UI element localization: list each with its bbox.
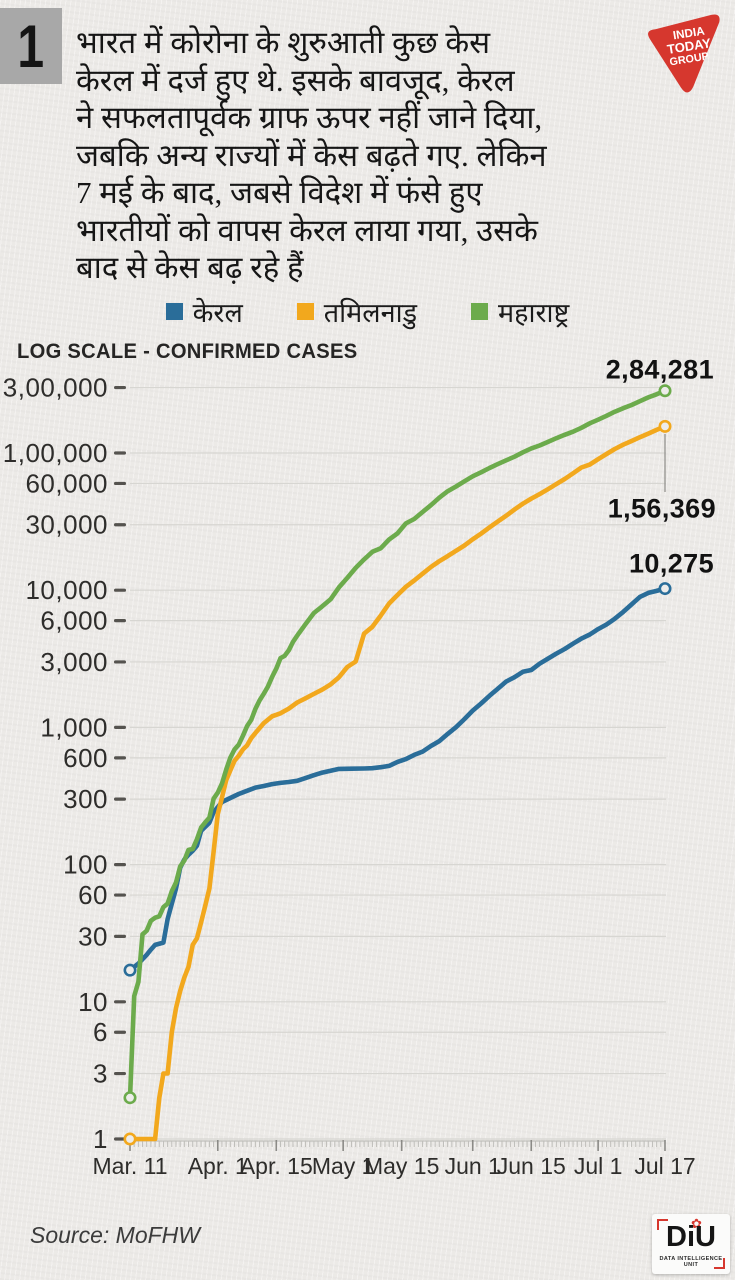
y-tick-label: 1,000 (40, 712, 108, 742)
legend-swatch (296, 303, 314, 320)
diu-corner-bottom-right (714, 1258, 725, 1269)
series-marker-0 (658, 582, 672, 596)
series-line-2 (127, 388, 668, 1100)
y-tick-dash (114, 660, 126, 664)
y-tick-dash (114, 725, 126, 729)
end-value-label-0: 10,275 (629, 549, 714, 579)
series-line-0 (127, 586, 668, 973)
y-tick-label: 100 (63, 850, 108, 880)
y-tick-label: 10,000 (25, 575, 108, 605)
x-tick-label: May 1 (312, 1153, 375, 1179)
legend-item-0: केरल (165, 293, 243, 330)
source-note: Source: MoFHW (30, 1222, 200, 1248)
y-tick-label: 3,00,000 (3, 373, 108, 403)
y-tick-dash (114, 934, 126, 938)
y-tick-label: 30 (78, 921, 108, 951)
y-tick-dash (114, 1071, 126, 1076)
diu-caption: DATA INTELLIGENCE UNIT (659, 1256, 723, 1268)
series-marker-1 (658, 419, 672, 433)
diu-logo: ✿ DiU DATA INTELLIGENCE UNIT (652, 1214, 730, 1274)
india-today-group-logo: INDIA TODAY GROUP (647, 14, 720, 93)
diu-corner-top-left (657, 1219, 668, 1230)
y-tick-label: 10 (78, 987, 108, 1017)
y-tick-dash (114, 797, 126, 801)
y-tick-dash (114, 619, 126, 623)
series-marker-1 (123, 1132, 137, 1146)
legend-label: तमिलनाडु (323, 298, 418, 328)
x-tick-label: Jul 17 (634, 1153, 695, 1179)
end-value-label-1: 1,56,369 (608, 493, 716, 523)
legend-item-2: महाराष्ट्र (471, 293, 569, 330)
y-tick-label: 3,000 (40, 647, 108, 677)
y-tick-dash (114, 1137, 126, 1141)
series-line-1 (127, 424, 668, 1142)
x-tick-label: Jun 1 (445, 1153, 501, 1179)
series-marker-2 (123, 1091, 137, 1105)
legend-item-1: तमिलनाडु (296, 293, 418, 330)
y-tick-label: 1 (93, 1124, 108, 1154)
legend-label: केरल (192, 298, 243, 328)
y-tick-dash (114, 863, 126, 867)
y-tick-dash (114, 756, 126, 760)
legend-label: महाराष्ट्र (498, 298, 570, 328)
x-tick-label: Mar. 11 (93, 1153, 168, 1179)
logo-triangle (647, 14, 720, 93)
y-tick-dash (114, 1000, 126, 1004)
y-tick-label: 600 (63, 743, 108, 773)
y-tick-label: 300 (63, 784, 108, 814)
x-tick-label: Jul 1 (574, 1153, 623, 1179)
end-value-label-2: 2,84,281 (606, 355, 714, 385)
y-tick-label: 3 (93, 1059, 108, 1089)
logo-line2: TODAY (666, 35, 712, 57)
panel-number: 1 (17, 12, 45, 80)
panel-number-badge: 1 (0, 8, 62, 84)
chart-title: LOG SCALE - CONFIRMED CASES (17, 340, 358, 363)
x-tick-label: Apr. 15 (240, 1153, 313, 1179)
y-tick-label: 60 (78, 880, 108, 910)
legend-swatch (165, 303, 183, 320)
legend: केरल तमिलनाडु महाराष्ट्र (0, 293, 735, 330)
series-marker-2 (658, 384, 672, 398)
intro-text: भारत में कोरोना के शुरुआती कुछ केस केरल … (76, 25, 547, 285)
y-tick-label: 6 (93, 1017, 108, 1047)
y-tick-dash (114, 588, 126, 592)
diu-brain-icon: ✿ (691, 1216, 702, 1231)
x-tick-label: May 15 (364, 1153, 439, 1179)
x-tick-label: Apr. 1 (188, 1153, 248, 1179)
legend-swatch (471, 303, 489, 320)
y-tick-label: 6,000 (40, 606, 108, 636)
y-tick-label: 60,000 (25, 468, 108, 498)
y-tick-dash (114, 451, 126, 455)
y-tick-dash (114, 1030, 126, 1034)
series-marker-0 (123, 963, 137, 977)
y-tick-dash (114, 893, 126, 897)
diu-wordmark: DiU (666, 1221, 716, 1253)
y-tick-dash (114, 385, 126, 390)
x-tick-label: Jun 15 (497, 1153, 566, 1179)
y-tick-label: 1,00,000 (3, 438, 108, 468)
logo-line1: INDIA (672, 24, 706, 42)
y-tick-dash (114, 481, 126, 486)
y-tick-dash (114, 523, 126, 527)
y-tick-label: 30,000 (25, 510, 108, 540)
